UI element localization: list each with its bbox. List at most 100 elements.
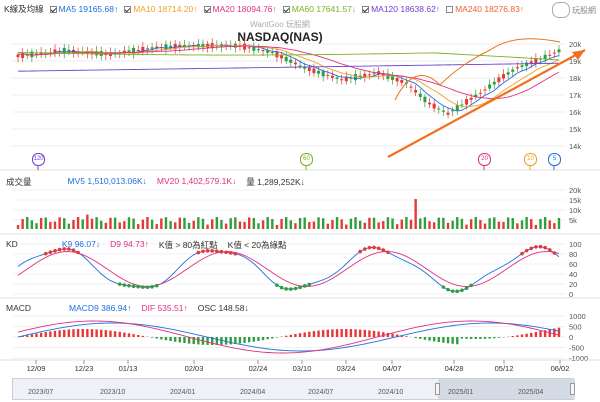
price-tick: 18k <box>569 74 581 83</box>
osc-bar <box>298 333 302 337</box>
legend-item-5[interactable]: MA120 18638.62↑ <box>362 4 440 14</box>
candle <box>67 49 71 53</box>
kd-high-dot <box>228 251 233 255</box>
volume-bar <box>456 217 459 229</box>
volume-bar <box>234 217 237 229</box>
legend-item-1[interactable]: MA5 19165.68↑ <box>49 4 118 14</box>
chart-title: NASDAQ(NAS) <box>237 30 323 44</box>
candle <box>169 45 173 48</box>
legend-item-0[interactable]: K線及均線 <box>4 3 44 15</box>
macd-title: MACD <box>6 303 32 313</box>
kd-high-dot <box>76 250 80 255</box>
osc-bar <box>377 331 380 337</box>
volume-bar <box>275 224 279 229</box>
osc-bar <box>76 329 80 337</box>
kd-high-dot <box>381 248 386 252</box>
legend-checkbox-6[interactable] <box>446 5 454 13</box>
volume-bar <box>247 217 251 229</box>
legend-checkbox-4[interactable] <box>282 5 290 13</box>
osc-bar <box>525 333 528 337</box>
osc-bar <box>118 331 121 337</box>
price-tick: 14k <box>569 142 581 151</box>
osc-bar <box>169 337 172 342</box>
date-tick: 04/28 <box>445 364 464 373</box>
ma-marker-5[interactable]: 5 <box>548 153 561 166</box>
osc-bar <box>234 337 237 344</box>
osc-bar <box>187 337 191 344</box>
legend-checkbox-2[interactable] <box>124 5 132 13</box>
candle <box>358 75 362 78</box>
volume-bar <box>192 220 195 229</box>
d-line <box>17 251 560 287</box>
osc-bar <box>317 330 320 337</box>
candle <box>428 102 432 105</box>
volume-bar <box>90 218 94 229</box>
navigator-left-handle[interactable] <box>435 383 440 395</box>
legend-item-6[interactable]: MA240 18276.83↑ <box>446 4 524 14</box>
candle <box>529 61 533 65</box>
kd-high-dot <box>367 245 372 250</box>
navigator-right-handle[interactable] <box>570 383 575 395</box>
price-tick: 16k <box>569 108 581 117</box>
volume-bar <box>206 224 209 229</box>
ma-marker-20[interactable]: 20 <box>478 153 491 166</box>
legend-item-3[interactable]: MA20 18094.76↑ <box>203 4 277 14</box>
osc-bar <box>368 330 371 337</box>
volume-bar <box>442 217 445 229</box>
volume-bar <box>104 222 108 229</box>
candle <box>261 50 265 52</box>
osc-bar <box>423 337 427 340</box>
candle <box>256 49 260 51</box>
candle <box>451 110 455 112</box>
volume-value: 量 1,289,252K↓ <box>246 177 305 187</box>
kd-low-dot <box>469 283 473 288</box>
range-navigator[interactable] <box>12 378 575 400</box>
kd-low-dot <box>464 286 469 291</box>
legend-item-4[interactable]: MA60 17641.57↓ <box>282 4 356 14</box>
osc-bar <box>345 329 348 337</box>
volume-bar <box>358 220 362 229</box>
date-tick: 06/02 <box>551 364 570 373</box>
navigator-label: 2024/10 <box>378 389 404 396</box>
volume-bar <box>321 218 325 229</box>
osc-bar <box>141 335 145 337</box>
osc-bar <box>488 337 491 339</box>
osc-bar <box>243 337 246 343</box>
kd-high-dot <box>358 249 362 254</box>
navigator-window[interactable] <box>438 379 575 399</box>
kd-low-dot <box>131 284 136 289</box>
navigator-label: 2023/10 <box>100 389 126 396</box>
volume-bar <box>557 217 561 229</box>
candle <box>21 52 25 58</box>
legend-checkbox-1[interactable] <box>49 5 57 13</box>
legend-checkbox-3[interactable] <box>203 5 211 13</box>
candle <box>409 86 413 88</box>
volume-bar <box>423 217 427 229</box>
legend-item-2[interactable]: MA10 18714.20↑ <box>124 4 198 14</box>
osc-bar <box>391 333 394 337</box>
ma-marker-10[interactable]: 10 <box>524 153 537 166</box>
volume-bar <box>224 223 228 229</box>
kd-low-dot <box>460 288 464 293</box>
ma-marker-120[interactable]: 120 <box>32 153 45 166</box>
logo-text: 玩股網 <box>572 5 596 15</box>
volume-bar <box>123 221 126 229</box>
kd-high-dot <box>43 251 48 256</box>
volume-bar <box>289 220 293 229</box>
volume-bar <box>345 224 348 229</box>
volume-tick: 5k <box>569 216 577 225</box>
ma-marker-60[interactable]: 60 <box>300 153 313 166</box>
volume-bar <box>349 218 353 229</box>
candle <box>492 81 496 85</box>
kd-high-dot <box>372 245 376 250</box>
osc-bar <box>400 335 403 337</box>
osc-bar <box>192 337 195 345</box>
candle <box>488 84 492 89</box>
volume-bar <box>326 223 330 229</box>
volume-bar <box>428 221 431 229</box>
volume-bar <box>137 224 140 229</box>
candle <box>469 97 473 100</box>
legend-checkbox-5[interactable] <box>362 5 370 13</box>
macd-tick: -1000 <box>569 354 588 363</box>
